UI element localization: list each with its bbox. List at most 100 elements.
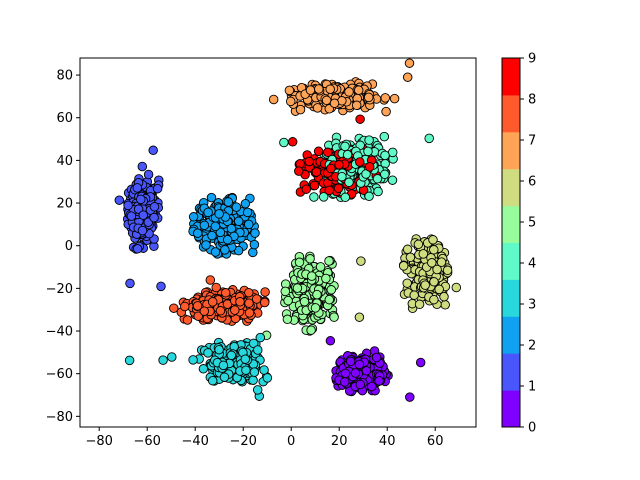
- scatter-point: [389, 93, 400, 104]
- scatter-point: [260, 287, 270, 297]
- colorbar-tick-label: 3: [528, 298, 536, 313]
- colorbar-bin: [502, 131, 520, 170]
- colorbar-bin: [502, 242, 520, 280]
- scatter-point: [220, 245, 230, 255]
- scatter-point: [268, 94, 279, 105]
- scatter-point: [280, 286, 291, 297]
- scatter-point: [205, 275, 216, 285]
- scatter-point: [424, 133, 434, 144]
- scatter-point: [244, 219, 254, 230]
- scatter-point: [321, 273, 331, 284]
- scatter-point: [226, 350, 237, 361]
- scatter-point: [156, 281, 166, 292]
- scatter-point: [354, 359, 365, 370]
- scatter-point: [301, 184, 312, 194]
- scatter-point: [294, 257, 305, 268]
- scatter-point: [158, 355, 168, 365]
- scatter-point: [244, 287, 254, 298]
- scatter-point: [309, 192, 319, 202]
- scatter-point: [240, 198, 251, 209]
- scatter-point: [429, 294, 439, 305]
- scatter-point: [325, 84, 335, 94]
- scatter-point: [371, 352, 382, 363]
- scatter-point: [373, 186, 383, 197]
- scatter-point: [311, 167, 322, 177]
- colorbar-bin: [502, 205, 520, 243]
- scatter-point: [354, 312, 365, 322]
- scatter-point: [355, 114, 365, 124]
- scatter-point: [182, 315, 193, 325]
- scatter-point: [324, 256, 334, 266]
- scatter-point: [363, 92, 374, 103]
- scatter-point: [249, 239, 260, 250]
- y-tick-label: 40: [56, 154, 73, 169]
- colorbar-tick-label: 5: [528, 216, 536, 231]
- scatter-point: [305, 254, 315, 264]
- scatter-point: [306, 325, 316, 335]
- scatter-point: [324, 185, 335, 196]
- y-axis: −80 −60 −40 −20 0 20 40 60 80: [46, 69, 80, 425]
- scatter-point: [207, 230, 217, 241]
- scatter-point: [292, 283, 303, 293]
- scatter-point: [188, 355, 198, 365]
- scatter-point: [222, 234, 233, 245]
- scatter-point: [223, 197, 234, 207]
- scatter-point: [199, 220, 210, 231]
- scatter-point: [126, 211, 137, 221]
- scatter-points: [114, 58, 462, 402]
- scatter-point: [188, 212, 199, 222]
- scatter-point: [180, 301, 190, 312]
- scatter-point: [255, 332, 266, 343]
- x-tick-label: −80: [85, 434, 112, 449]
- scatter-point: [405, 392, 415, 402]
- scatter-point: [363, 146, 373, 157]
- scatter-point: [149, 212, 159, 223]
- scatter-point: [364, 162, 375, 172]
- scatter-point: [427, 258, 437, 268]
- scatter-point: [353, 85, 364, 95]
- scatter-point: [355, 379, 366, 390]
- scatter-point: [132, 183, 143, 193]
- scatter-point: [309, 180, 320, 191]
- scatter-point: [199, 306, 210, 316]
- scatter-point: [250, 228, 260, 238]
- scatter-point: [244, 308, 255, 318]
- scatter-point: [337, 171, 347, 182]
- scatter-point: [248, 247, 258, 258]
- scatter-point: [432, 264, 442, 275]
- scatter-point: [231, 202, 242, 212]
- scatter-point: [114, 195, 125, 205]
- scatter-point: [326, 285, 337, 295]
- scatter-point: [413, 239, 424, 250]
- scatter-point: [310, 303, 321, 313]
- scatter-point: [193, 311, 203, 321]
- colorbar-bin: [502, 58, 520, 96]
- scatter-point: [279, 137, 289, 148]
- scatter-point: [451, 282, 462, 293]
- scatter-point: [123, 200, 133, 211]
- colorbar-tick-label: 2: [528, 339, 536, 354]
- scatter-point: [318, 192, 329, 202]
- scatter-point: [203, 348, 213, 358]
- scatter-point: [214, 209, 224, 219]
- scatter-point: [132, 244, 143, 254]
- x-tick-label: 20: [331, 434, 348, 449]
- colorbar-bin: [502, 94, 520, 133]
- colorbar-bin: [502, 353, 520, 391]
- scatter-point: [434, 284, 444, 295]
- scatter-point: [312, 103, 323, 113]
- scatter-point: [340, 192, 351, 203]
- scatter-point: [215, 306, 226, 316]
- scatter-point: [148, 145, 158, 156]
- colorbar-tick-label: 7: [528, 134, 536, 149]
- colorbar-tick-label: 0: [528, 421, 536, 436]
- scatter-point: [436, 257, 447, 267]
- scatter-point: [230, 305, 240, 315]
- scatter-point: [355, 157, 365, 167]
- scatter-point: [442, 265, 453, 276]
- scatter-point: [372, 174, 383, 184]
- scatter-point: [409, 290, 419, 300]
- y-tick-label: 20: [56, 197, 73, 212]
- scatter-point: [379, 131, 390, 142]
- scatter-point: [235, 297, 245, 307]
